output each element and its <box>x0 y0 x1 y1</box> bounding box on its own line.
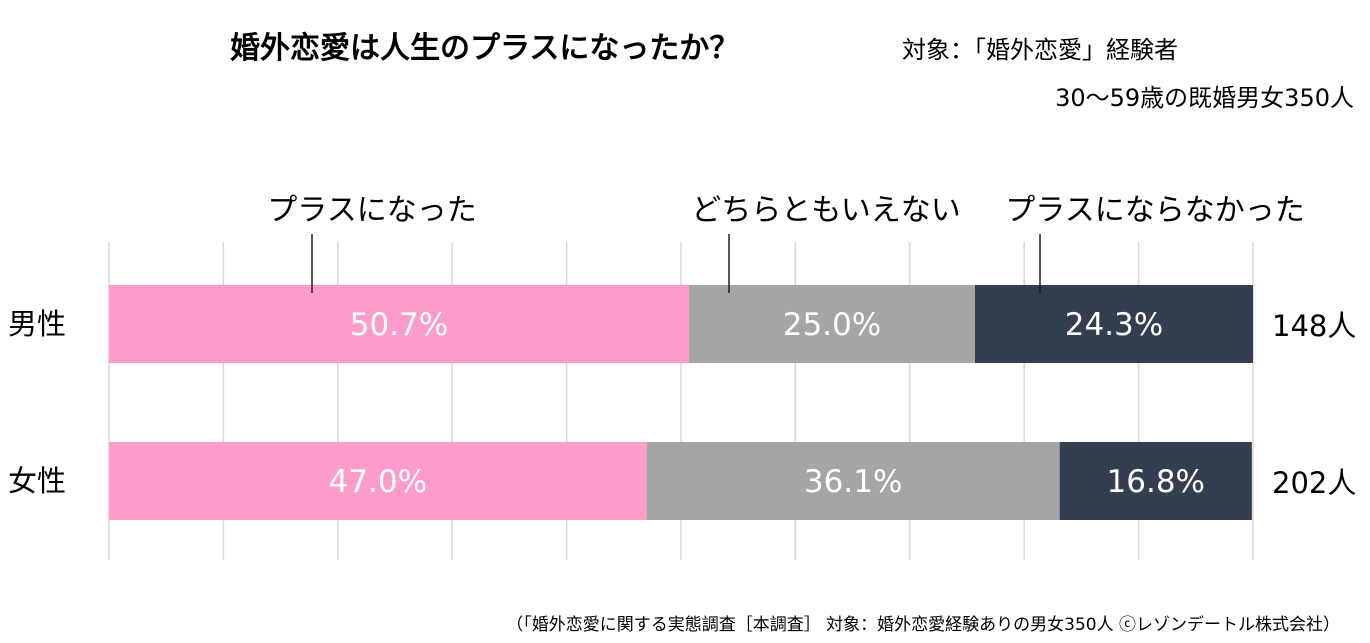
bar-segment <box>1059 442 1252 520</box>
data-label: 16.8% <box>1107 464 1205 500</box>
source-note: （「婚外恋愛に関する実態調査［本調査］ 対象：婚外恋愛経験ありの男女350人 ⓒ… <box>506 614 1340 635</box>
bar-segment <box>109 285 690 363</box>
category-label: 女性 <box>8 464 66 498</box>
data-label: 36.1% <box>804 464 902 500</box>
legend-label: プラスにならなかった <box>1005 193 1304 228</box>
data-label: 25.0% <box>783 307 881 343</box>
respondent-count: 148人 <box>1272 309 1356 343</box>
respondent-counts: 148人 202人 <box>1272 309 1356 500</box>
bars: 50.7% 25.0% 24.3% 47.0% 36.1% 16.8% <box>109 285 1253 520</box>
bar-segment <box>646 442 1060 520</box>
bar-segment <box>109 442 647 520</box>
survey-target: 対象：「婚外恋愛」経験者 <box>902 36 1178 64</box>
category-label: 男性 <box>8 307 66 341</box>
legend-label: どちらともいえない <box>691 193 960 228</box>
data-label: 50.7% <box>350 307 448 343</box>
respondent-count: 202人 <box>1272 466 1356 500</box>
survey-sample: 30～59歳の既婚男女350人 <box>1055 84 1354 112</box>
chart-title: 婚外恋愛は人生のプラスになったか？ <box>230 31 739 66</box>
data-label: 24.3% <box>1065 307 1163 343</box>
legend: プラスになった どちらともいえない プラスにならなかった <box>267 193 1305 293</box>
bar-segment <box>975 285 1253 363</box>
bar-segment <box>689 285 976 363</box>
legend-label: プラスになった <box>267 193 476 228</box>
data-label: 47.0% <box>329 464 427 500</box>
